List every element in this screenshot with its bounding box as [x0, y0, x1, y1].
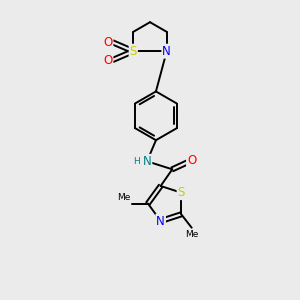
Text: Me: Me — [186, 230, 199, 239]
Text: Me: Me — [117, 193, 130, 202]
Text: O: O — [103, 54, 112, 67]
Text: N: N — [162, 45, 171, 58]
Text: N: N — [143, 155, 152, 168]
Text: S: S — [130, 45, 137, 58]
Text: N: N — [156, 214, 165, 227]
Text: H: H — [133, 157, 140, 166]
Text: O: O — [187, 154, 196, 167]
Text: S: S — [178, 186, 185, 199]
Text: O: O — [103, 36, 112, 49]
